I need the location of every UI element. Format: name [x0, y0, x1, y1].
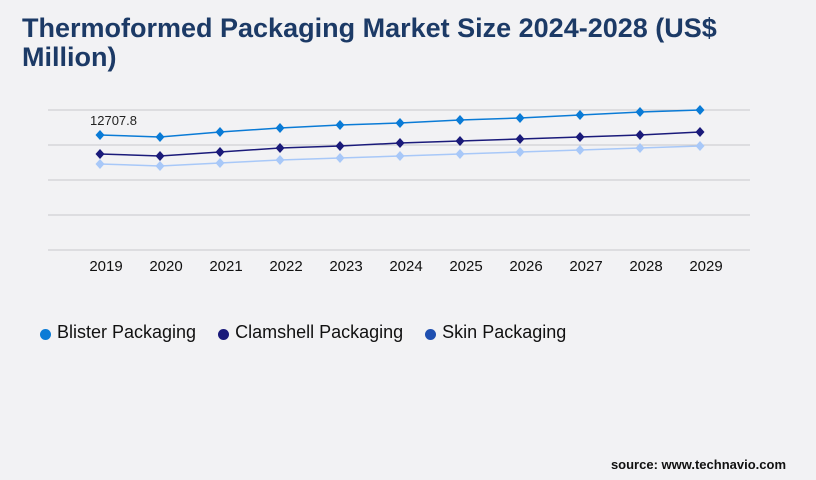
data-point	[515, 147, 525, 157]
x-tick-label: 2027	[569, 258, 602, 275]
data-point	[455, 149, 465, 159]
data-point	[575, 131, 585, 142]
data-point	[695, 105, 705, 115]
legend: Blister Packaging Clamshell Packaging Skin…	[40, 322, 566, 343]
legend-item: Skin Packaging	[425, 322, 566, 343]
x-tick-label: 2019	[89, 258, 122, 275]
x-tick-label: 2028	[629, 258, 662, 275]
legend-marker-icon	[425, 328, 437, 340]
data-point	[635, 129, 645, 140]
data-point	[695, 141, 705, 151]
data-point	[455, 115, 465, 125]
data-point	[95, 129, 105, 140]
x-tick-label: 2023	[329, 258, 362, 275]
legend-label: Skin Packaging	[442, 322, 567, 342]
data-point	[155, 151, 165, 161]
x-tick-label: 2022	[269, 258, 302, 275]
data-point	[335, 153, 345, 163]
legend-marker-icon	[40, 328, 51, 340]
data-point	[515, 113, 525, 123]
data-point	[215, 157, 225, 168]
data-label: 12707.8	[90, 113, 137, 128]
data-point	[335, 119, 345, 130]
data-point	[395, 137, 405, 148]
data-point	[95, 159, 105, 169]
x-tick-label: 2020	[149, 258, 182, 275]
data-point	[515, 133, 525, 144]
legend-label: Blister Packaging	[57, 322, 197, 342]
legend-label: Clamshell Packaging	[235, 322, 404, 342]
data-point	[395, 151, 405, 161]
source-note: source: www.technavio.com	[610, 457, 786, 472]
x-tick-label: 2021	[209, 258, 242, 275]
data-point	[575, 145, 585, 155]
legend-marker-icon	[218, 328, 230, 340]
data-point	[95, 149, 105, 159]
data-point	[575, 109, 585, 120]
data-point	[455, 135, 465, 146]
data-point	[155, 161, 165, 171]
x-tick-label: 2025	[449, 258, 482, 275]
data-point	[635, 143, 645, 153]
data-point	[695, 127, 705, 137]
data-point	[335, 141, 345, 151]
data-point	[635, 107, 645, 117]
chart-title: Thermoformed Packaging Market Size 2024-…	[22, 13, 717, 72]
data-point	[155, 131, 165, 142]
data-point	[215, 127, 225, 137]
data-point	[275, 155, 285, 165]
data-point	[215, 147, 225, 157]
legend-item: Clamshell Packaging	[218, 322, 403, 343]
x-tick-label: 2024	[389, 258, 422, 275]
data-point	[275, 143, 285, 153]
legend-item: Blister Packaging	[40, 322, 196, 343]
data-point	[275, 123, 285, 133]
data-point	[395, 117, 405, 128]
x-tick-label: 2026	[509, 258, 542, 275]
x-tick-label: 2029	[689, 258, 722, 275]
